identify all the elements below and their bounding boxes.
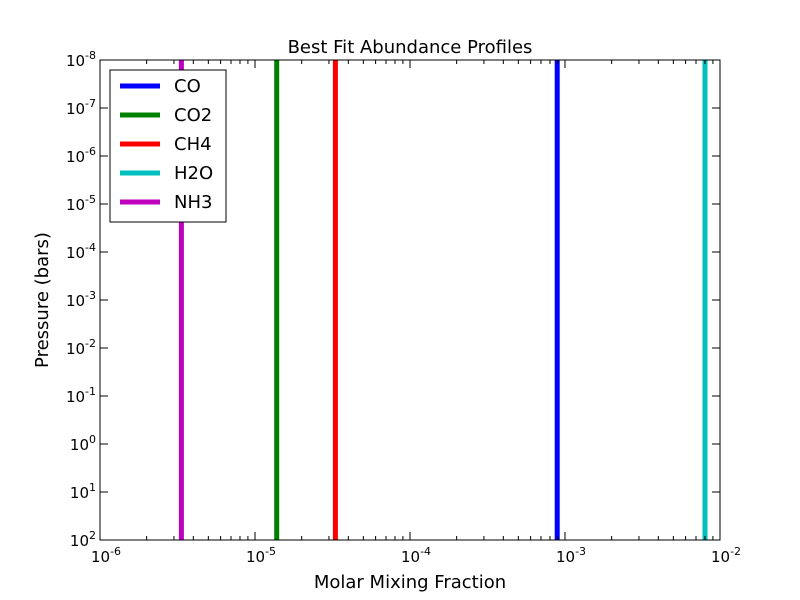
y-tick-label: 10-2 [66,337,96,358]
y-tick-label: 10-6 [66,145,96,166]
x-tick-label: 10-4 [401,545,431,566]
legend-label-co2: CO2 [174,105,212,126]
y-tick-label: 101 [70,481,96,502]
legend-label-h2o: H2O [174,163,213,184]
y-tick-label: 100 [70,433,96,454]
y-tick-label: 10-8 [66,49,96,70]
legend: CO CO2 CH4 H2O NH3 [109,69,227,223]
y-axis-ticks: 10-8 10-7 10-6 10-5 10-4 10-3 10-2 10-1 100 101 10… [66,49,720,550]
legend-label-ch4: CH4 [174,134,212,155]
y-tick-label: 10-7 [66,97,96,118]
legend-label-co: CO [174,76,201,97]
y-tick-label: 10-1 [66,385,96,406]
x-axis-label: Molar Mixing Fraction [314,572,506,593]
y-tick-label: 102 [70,529,96,550]
x-tick-label: 10-3 [556,545,586,566]
x-tick-label: 10-6 [91,545,121,566]
chart-title: Best Fit Abundance Profiles [288,37,533,58]
y-tick-label: 10-4 [66,241,96,262]
series-layer [178,60,708,540]
x-tick-label: 10-5 [246,545,276,566]
x-tick-label: 10-2 [711,545,741,566]
y-tick-label: 10-5 [66,193,96,214]
legend-label-nh3: NH3 [174,192,212,213]
x-axis-ticks: 10-6 10-5 10-4 10-3 10-2 [91,60,741,566]
y-axis-label: Pressure (bars) [32,232,53,368]
y-tick-label: 10-3 [66,289,96,310]
